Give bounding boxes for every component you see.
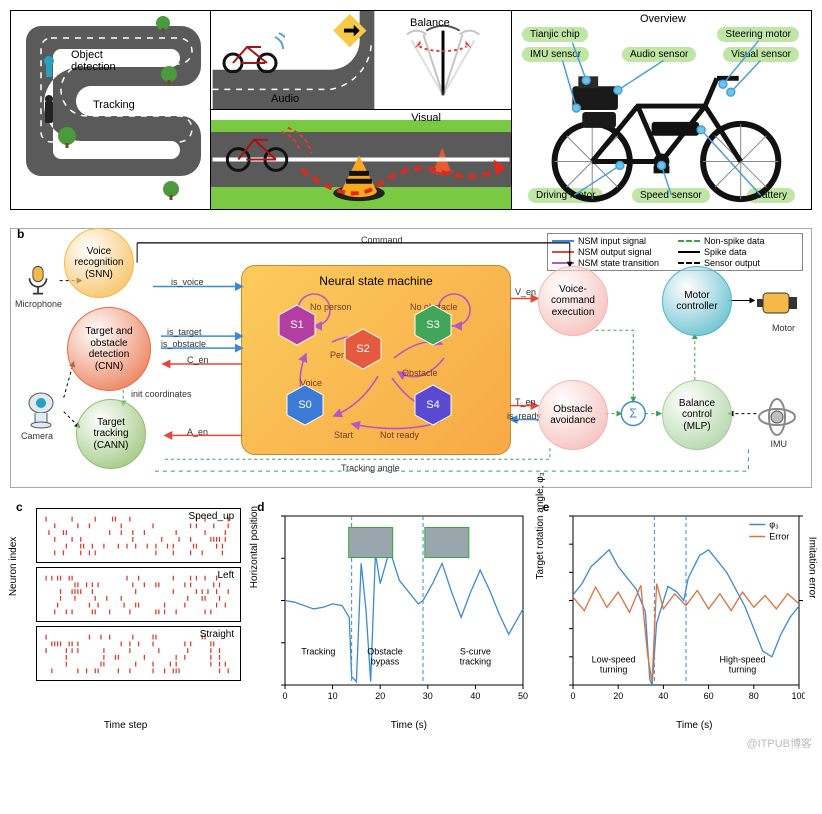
node-voice_exec: Voice-commandexecution [538,266,608,336]
svg-text:Error: Error [769,531,789,541]
leg-spike: Spike data [704,247,747,257]
node-voice_rec: Voicerecognition(SNN) [64,228,134,298]
e-ylabel-r: Imitation error [807,536,818,598]
imu-label: IMU [771,439,788,449]
sig-init: init coordinates [131,389,192,399]
imu-icon [757,397,797,437]
bike-icon [217,29,285,73]
camera-icon [21,389,61,429]
sig-isvoice: is_voice [171,277,204,287]
svg-text:Obstaclebypass: Obstaclebypass [367,647,403,667]
motor-icon [757,285,801,321]
d-xlabel: Time (s) [271,720,546,731]
spike-row-0: Speed_up [36,508,241,563]
b-command: Command [361,235,403,245]
panel-c-label: c [16,500,23,514]
state-S1: S1 [275,303,319,347]
microphone-icon [21,263,55,297]
d-ylabel: Horizontal position [249,505,260,587]
panel-c: c Neuron index Speed_upLeftStraight Time… [10,504,241,729]
a3-overview: Overview Tianjic chip Steering motor IMU… [511,11,811,209]
b-legend: NSM input signal Non-spike data NSM outp… [547,233,803,271]
a1-label-tracking: Tracking [93,99,135,111]
node-target_det: Target andobstacledetection(CNN) [67,307,151,391]
svg-text:Σ: Σ [629,406,637,421]
sig-cen: C_en [187,355,209,365]
microphone-label: Microphone [15,299,62,309]
e-xlabel: Time (s) [557,720,822,731]
svg-text:Obstacle: Obstacle [402,368,438,378]
sig-aen: A_en [187,427,208,437]
watermark: @ITPUB博客 [10,735,812,751]
svg-text:40: 40 [658,691,668,701]
panel-d: d Horizontal position 01020304050-0.5-0.… [251,504,526,729]
sig-ven: V_en [515,287,536,297]
sig-istarget: is_target [167,327,202,337]
c-ylabel: Neuron index [8,536,19,595]
leg-nonspike: Non-spike data [704,236,765,246]
a2-balance: Balance [376,11,511,109]
a2-balance-label: Balance [410,17,450,29]
svg-text:Tracking: Tracking [301,647,335,657]
node-motor_ctrl: Motorcontroller [662,266,732,336]
svg-text:80: 80 [748,691,758,701]
svg-text:40: 40 [471,691,481,701]
sig-isready: is_ready [507,411,541,421]
state-S2: S2 [341,327,385,371]
node-obst_avoid: Obstacleavoidance [538,380,608,450]
panel-e: e Target rotation angle, φ₃ Imitation er… [537,504,812,729]
e-ylabel-l: Target rotation angle, φ₃ [535,472,546,579]
svg-text:Start: Start [334,430,354,440]
leg-nsm-trans: NSM state transition [578,258,659,268]
spike-row-2: Straight [36,626,241,681]
a1-label-objdet: Object detection [71,49,116,73]
panel-b-label: b [17,227,24,241]
leg-nsm-out: NSM output signal [578,247,652,257]
svg-text:20: 20 [613,691,623,701]
svg-text:20: 20 [375,691,385,701]
state-S3: S3 [411,303,455,347]
svg-text:High-speedturning: High-speedturning [719,654,765,674]
node-balance: Balancecontrol(MLP) [662,380,732,450]
state-S4: S4 [411,383,455,427]
panel-b: b NSM input signal Non-spike data NSM ou… [10,228,812,488]
panel-a: a Object detection Tracking [10,10,812,210]
c-xlabel: Time step [10,720,241,731]
sig-ten: T_en [515,397,536,407]
sig-isobstacle: is_obstacle [161,339,206,349]
svg-text:50: 50 [518,691,528,701]
svg-text:S-curvetracking: S-curvetracking [460,647,492,667]
a1-road-scene: Object detection Tracking [11,11,211,209]
node-tracking: Targettracking(CANN) [76,399,146,469]
svg-text:0: 0 [570,691,575,701]
svg-text:φ₃: φ₃ [769,519,779,529]
svg-text:Not ready: Not ready [380,430,420,440]
state-S0: S0 [283,383,327,427]
svg-text:0: 0 [283,691,288,701]
leg-sensor: Sensor output [704,258,760,268]
a2-audio: Audio [211,11,376,109]
spike-row-1: Left [36,567,241,622]
a2-visual-label: Visual [411,112,441,124]
sig-trackangle: Tracking angle [341,463,400,473]
leg-nsm-in: NSM input signal [578,236,646,246]
svg-text:Low-speedturning: Low-speedturning [591,654,635,674]
motor-label: Motor [772,323,795,333]
camera-label: Camera [21,431,53,441]
svg-text:30: 30 [423,691,433,701]
svg-text:60: 60 [703,691,713,701]
svg-text:100: 100 [791,691,805,701]
svg-text:10: 10 [328,691,338,701]
a2-visual: Visual [211,110,511,209]
a2-audio-label: Audio [271,93,299,105]
